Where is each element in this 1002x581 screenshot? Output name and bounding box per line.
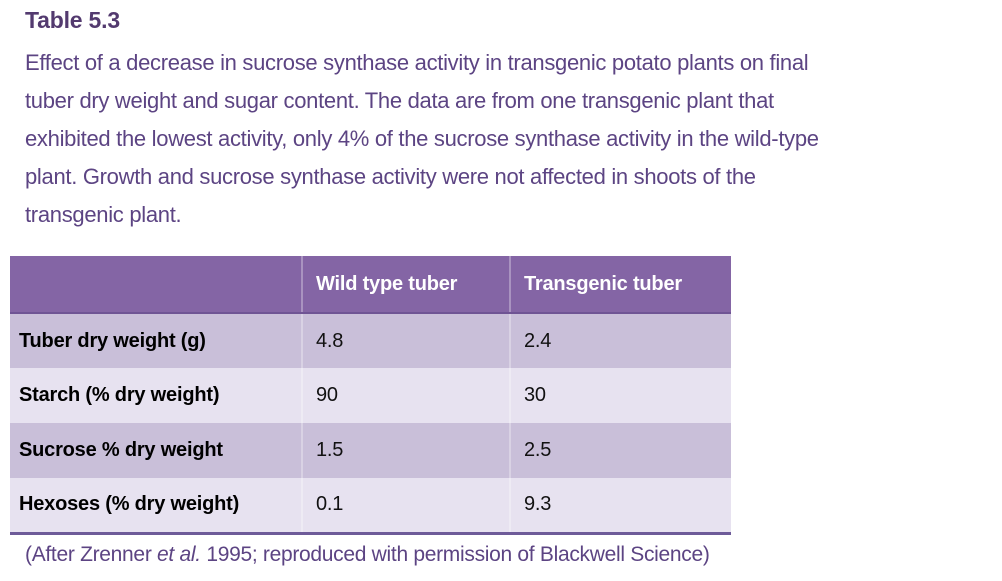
row-label: Sucrose % dry weight [10,423,302,478]
table-row-hexoses: Hexoses (% dry weight) 0.1 9.3 [10,478,731,535]
data-table: Wild type tuber Transgenic tuber Tuber d… [10,256,731,535]
cell-transgenic-value: 2.4 [509,313,731,368]
table-row-sucrose: Sucrose % dry weight 1.5 2.5 [10,423,731,478]
table-header-row: Wild type tuber Transgenic tuber [10,256,731,314]
caption-line-1: Effect of a decrease in sucrose synthase… [25,50,809,75]
header-cell-wild-type: Wild type tuber [301,256,510,314]
header-cell-transgenic: Transgenic tuber [509,256,731,314]
source-attribution: (After Zrenner et al. 1995; reproduced w… [25,543,710,567]
table-caption: Effect of a decrease in sucrose synthase… [25,44,819,234]
cell-wild-type-value: 1.5 [301,423,510,478]
cell-wild-type-value: 90 [301,368,510,423]
table-row-tuber-dry-weight: Tuber dry weight (g) 4.8 2.4 [10,313,731,368]
row-label: Hexoses (% dry weight) [10,478,302,535]
caption-line-5: transgenic plant. [25,202,182,227]
row-label: Tuber dry weight (g) [10,313,302,368]
caption-line-4: plant. Growth and sucrose synthase activ… [25,164,756,189]
cell-wild-type-value: 4.8 [301,313,510,368]
table-row-starch: Starch (% dry weight) 90 30 [10,368,731,423]
cell-transgenic-value: 2.5 [509,423,731,478]
caption-line-2: tuber dry weight and sugar content. The … [25,88,774,113]
table-title: Table 5.3 [25,7,120,33]
attribution-text-start: (After Zrenner [25,543,158,566]
cell-transgenic-value: 9.3 [509,478,731,535]
row-label: Starch (% dry weight) [10,368,302,423]
header-cell-empty [10,256,302,314]
caption-line-3: exhibited the lowest activity, only 4% o… [25,126,819,151]
attribution-text-end: 1995; reproduced with permission of Blac… [200,543,710,566]
cell-wild-type-value: 0.1 [301,478,510,535]
attribution-et-al: et al. [157,543,201,566]
cell-transgenic-value: 30 [509,368,731,423]
